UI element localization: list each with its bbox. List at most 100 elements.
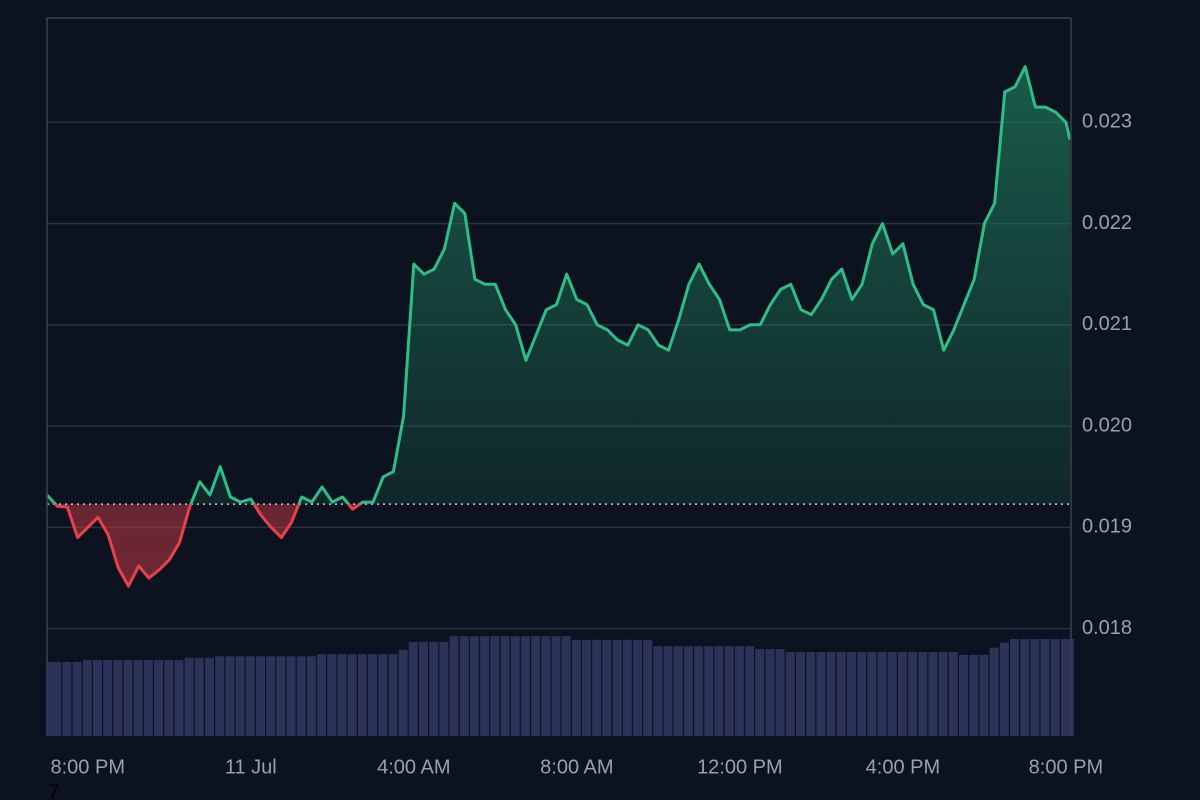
- plot: 0.018 0.019 0.020 0.021 0.022 0.023 8:00 PM 11 …: [45, 65, 1132, 778]
- volume-bar: [154, 659, 164, 736]
- volume-bar: [184, 657, 194, 736]
- volume-bar: [612, 639, 622, 736]
- volume-bar: [918, 651, 928, 736]
- volume-bar: [174, 659, 184, 736]
- volume-bar: [592, 639, 602, 736]
- volume-bar: [286, 656, 296, 736]
- volume-bar: [103, 659, 113, 736]
- volume-bar: [459, 636, 469, 736]
- volume-bar: [653, 646, 663, 736]
- volume-bar: [959, 654, 969, 736]
- volume-bar: [418, 641, 429, 736]
- volume-bar: [745, 646, 755, 736]
- volume-bar: [755, 649, 765, 736]
- volume-bar: [582, 639, 592, 736]
- volume-bar: [266, 656, 276, 736]
- volume-bar: [806, 651, 816, 736]
- y-tick-label: 0.023: [1082, 111, 1132, 133]
- volume-bar: [317, 654, 327, 736]
- volume-bar: [1020, 639, 1030, 736]
- volume-bar: [622, 639, 632, 736]
- volume-bar: [255, 656, 265, 736]
- volume-bar: [368, 654, 378, 736]
- volume-bar: [480, 636, 490, 736]
- volume-bar: [215, 656, 225, 736]
- volume-bar: [205, 657, 215, 736]
- volume-bar: [490, 636, 500, 736]
- volume-bar: [62, 662, 72, 736]
- volume-bar: [561, 636, 571, 736]
- volume-bar: [734, 646, 744, 736]
- volume-bar: [785, 651, 795, 736]
- volume-bar: [1050, 639, 1060, 736]
- volume-bar: [999, 642, 1009, 736]
- volume-bar: [1030, 639, 1040, 736]
- y-tick-label: 0.019: [1082, 516, 1132, 538]
- x-tick-label: 4:00 PM: [866, 756, 940, 778]
- volume-bar: [164, 659, 174, 736]
- volume-bar: [357, 654, 367, 736]
- volume-bar: [857, 651, 867, 736]
- volume-bar: [347, 654, 357, 736]
- volume-bar: [235, 656, 245, 736]
- volume-bar: [500, 636, 510, 736]
- volume-bar: [92, 659, 102, 736]
- volume-bar: [795, 651, 806, 736]
- volume-bar: [694, 646, 704, 736]
- volume-bar: [1064, 639, 1075, 736]
- volume-bar: [378, 654, 388, 736]
- volume-bar: [449, 636, 459, 736]
- volume-bar: [520, 636, 530, 736]
- volume-bar: [948, 651, 958, 736]
- area-up: [47, 66, 1070, 505]
- volume-bar: [979, 654, 989, 736]
- volume-bar: [337, 654, 347, 736]
- x-tick-label: 8:00 PM: [51, 756, 125, 778]
- volume-bar: [714, 646, 724, 736]
- y-tick-label: 0.020: [1082, 414, 1132, 436]
- volume-bar: [765, 649, 775, 736]
- volume-bar: [541, 636, 551, 736]
- volume-bar: [571, 639, 581, 736]
- volume-bar: [113, 659, 123, 736]
- annotation: 7: [48, 781, 59, 800]
- x-tick-label: 4:00 AM: [377, 756, 450, 778]
- volume-bar: [867, 651, 877, 736]
- volume-bar: [296, 656, 306, 736]
- volume-bar: [123, 659, 133, 736]
- volume-bar: [82, 659, 92, 736]
- volume-bar: [816, 651, 826, 736]
- volume-bar: [72, 662, 82, 736]
- volume-bar: [673, 646, 683, 736]
- volume-bar: [989, 647, 999, 736]
- y-tick-label: 0.021: [1082, 313, 1132, 335]
- volume-bar: [775, 649, 785, 736]
- x-tick-label: 8:00 AM: [540, 756, 613, 778]
- volume-bar: [388, 654, 398, 736]
- x-tick-label: 12:00 PM: [697, 756, 783, 778]
- volume-bar: [327, 654, 337, 736]
- volume-bar: [877, 651, 887, 736]
- volume-bar: [1040, 639, 1050, 736]
- volume-bar: [908, 651, 918, 736]
- volume-bar: [531, 636, 541, 736]
- volume-bar: [439, 641, 449, 736]
- volume-bar: [632, 639, 642, 736]
- volume-bar: [836, 651, 846, 736]
- volume-bar: [143, 659, 153, 736]
- volume-bar: [306, 656, 316, 736]
- volume-bar: [602, 639, 612, 736]
- volume-bar: [663, 646, 673, 736]
- volume-bar: [276, 656, 286, 736]
- volume-bar: [133, 659, 143, 736]
- volume-bar: [47, 662, 57, 736]
- x-tick-label: 8:00 PM: [1029, 756, 1103, 778]
- volume-bar: [194, 657, 204, 736]
- volume-bar: [704, 646, 714, 736]
- volume-bar: [225, 656, 235, 736]
- volume-bar: [683, 646, 693, 736]
- price-line-up: [45, 65, 1072, 505]
- volume-bar: [928, 651, 938, 736]
- volume-bar: [510, 636, 520, 736]
